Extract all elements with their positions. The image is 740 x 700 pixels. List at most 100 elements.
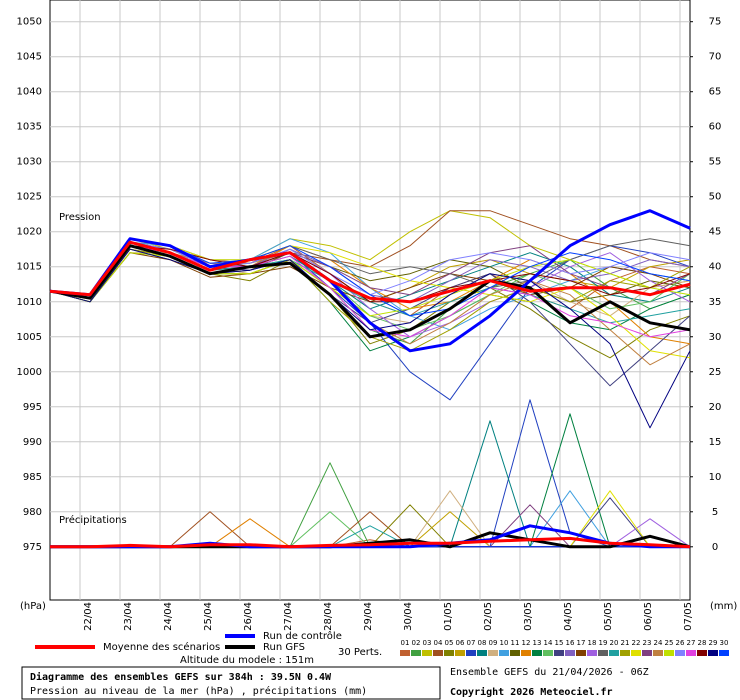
ensemble-legend-label: 11	[511, 639, 520, 647]
pressure-line	[49, 240, 691, 304]
ensemble-legend-swatch	[532, 650, 542, 656]
ensemble-legend-swatch	[411, 650, 421, 656]
ensemble-legend-label: 12	[522, 639, 531, 647]
ensemble-legend-swatch	[400, 650, 410, 656]
ensemble-legend-label: 28	[698, 639, 707, 647]
pressure-label: Pression	[59, 212, 101, 223]
y2-tick-label: 50	[709, 192, 722, 203]
ensemble-legend-label: 23	[643, 639, 652, 647]
y-tick-label: 985	[23, 472, 42, 483]
ensemble-legend-swatch	[631, 650, 641, 656]
ensemble-legend-label: 29	[709, 639, 718, 647]
legend-label: Run GFS	[263, 642, 305, 653]
ensemble-legend-label: 06	[456, 639, 465, 647]
y2-tick-label: 60	[709, 122, 722, 133]
x-tick-label: 26/04	[243, 602, 254, 631]
title: Diagramme des ensembles GEFS sur 384h : …	[30, 671, 332, 683]
y-tick-label: 1035	[17, 122, 42, 133]
ensemble-legend-swatch	[719, 650, 729, 656]
y-tick-label: 1015	[17, 262, 42, 273]
x-tick-label: 23/04	[123, 602, 134, 631]
ensemble-legend-swatch	[653, 650, 663, 656]
y2-tick-label: 75	[709, 17, 722, 28]
ensemble-legend-swatch	[444, 650, 454, 656]
x-tick-label: 25/04	[203, 602, 214, 631]
ensemble-legend-swatch	[510, 650, 520, 656]
x-tick-label: 03/05	[523, 602, 534, 631]
ensemble-legend-label: 15	[555, 639, 564, 647]
x-tick-label: 01/05	[443, 602, 454, 631]
y2-tick-label: 55	[709, 157, 722, 168]
perts-label: 30 Perts.	[338, 647, 382, 658]
pressure-line	[49, 248, 691, 429]
x-tick-label: 24/04	[163, 602, 174, 631]
legend-label: Run de contrôle	[263, 630, 342, 642]
ensemble-legend-label: 13	[533, 639, 542, 647]
ensemble-legend-swatch	[620, 650, 630, 656]
ensemble-legend-swatch	[466, 650, 476, 656]
y-tick-label: 1050	[17, 17, 42, 28]
pressure-line	[49, 252, 691, 317]
ensemble-legend-label: 26	[676, 639, 685, 647]
ensemble-legend-label: 16	[566, 639, 575, 647]
ensemble-legend-swatch	[521, 650, 531, 656]
ensemble-legend-label: 09	[489, 639, 498, 647]
x-tick-label: 02/05	[483, 602, 494, 631]
x-tick-label: 29/04	[363, 602, 374, 631]
x-tick-label: 28/04	[323, 602, 334, 631]
y-tick-label: 1010	[17, 297, 42, 308]
ensemble-legend-swatch	[422, 650, 432, 656]
y2-tick-label: 10	[709, 472, 722, 483]
ensemble-legend-swatch	[565, 650, 575, 656]
y2-tick-label: 70	[709, 52, 722, 63]
ensemble-legend-label: 25	[665, 639, 674, 647]
x-tick-label: 05/05	[603, 602, 614, 631]
ensemble-legend-label: 27	[687, 639, 696, 647]
ensemble-legend-label: 05	[445, 639, 454, 647]
ensemble-legend-label: 24	[654, 639, 663, 647]
x-tick-label: 04/05	[563, 602, 574, 631]
y2-tick-label: 20	[709, 402, 722, 413]
y2-tick-label: 40	[709, 262, 722, 273]
ensemble-legend-swatch	[587, 650, 597, 656]
ensemble-legend-label: 18	[588, 639, 597, 647]
y2-tick-label: 25	[709, 367, 722, 378]
ensemble-legend-swatch	[499, 650, 509, 656]
ensemble-legend-label: 21	[621, 639, 630, 647]
y2-tick-label: 45	[709, 227, 722, 238]
ensemble-legend-swatch	[477, 650, 487, 656]
ensemble-legend-swatch	[642, 650, 652, 656]
x-tick-label: 30/04	[403, 602, 414, 631]
ensemble-legend-label: 08	[478, 639, 487, 647]
x-tick-label: 27/04	[283, 602, 294, 631]
pressure-line	[49, 209, 691, 353]
precip-label: Précipitations	[59, 514, 127, 526]
ensemble-legend-swatch	[576, 650, 586, 656]
x-tick-label: 22/04	[83, 602, 94, 631]
precip-line	[50, 536, 691, 549]
y-tick-label: 1020	[17, 227, 42, 238]
run-info: Ensemble GEFS du 21/04/2026 - 06Z	[450, 667, 649, 678]
ensemble-legend-label: 01	[401, 639, 410, 647]
ensemble-legend-label: 17	[577, 639, 586, 647]
y-tick-label: 975	[23, 542, 42, 553]
y-tick-label: 1030	[17, 157, 42, 168]
copyright: Copyright 2026 Meteociel.fr	[450, 686, 613, 698]
x-tick-label: 06/05	[643, 602, 654, 631]
legend-label: Moyenne des scénarios	[103, 641, 220, 653]
ensemble-legend-swatch	[664, 650, 674, 656]
x-tick-label: 07/05	[683, 602, 694, 631]
pressure-line	[49, 244, 691, 339]
subtitle: Pression au niveau de la mer (hPa) , pré…	[30, 685, 367, 697]
y2-tick-label: 30	[709, 332, 722, 343]
ensemble-legend-swatch	[543, 650, 553, 656]
ensemble-legend-label: 04	[434, 639, 443, 647]
y-tick-label: 995	[23, 402, 42, 413]
ensemble-legend-swatch	[708, 650, 718, 656]
ensemble-legend-swatch	[488, 650, 498, 656]
y-tick-label: 1040	[17, 87, 42, 98]
altitude: Altitude du modele : 151m	[180, 655, 314, 666]
ensemble-legend-swatch	[455, 650, 465, 656]
ensemble-legend-swatch	[598, 650, 608, 656]
ensemble-legend-swatch	[433, 650, 443, 656]
